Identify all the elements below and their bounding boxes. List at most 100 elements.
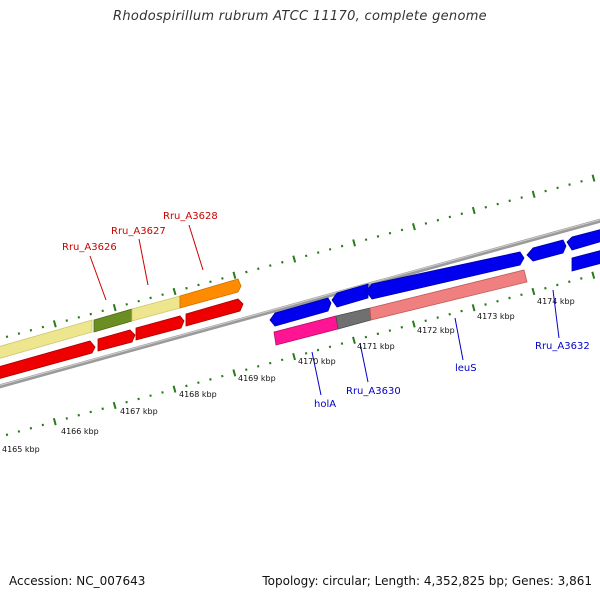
- inner-tick: [388, 329, 392, 332]
- outer-tick: [556, 186, 559, 190]
- outer-tick: [484, 205, 488, 209]
- outer-tick: [544, 189, 547, 193]
- outer-tick: [531, 190, 536, 198]
- outer-tick: [316, 251, 320, 254]
- gene-label-hola[interactable]: holA: [314, 399, 336, 410]
- outer-tick: [17, 332, 21, 335]
- outer-tick: [436, 218, 440, 222]
- inner-tick: [364, 335, 368, 339]
- scale-label: 4169 kbp: [238, 374, 276, 383]
- outer-tick: [496, 202, 499, 206]
- outer-tick: [257, 267, 260, 271]
- cds-red-1[interactable]: [0, 340, 96, 384]
- cds-blue-5[interactable]: [571, 248, 600, 272]
- inner-tick: [316, 348, 320, 352]
- inner-tick: [149, 394, 152, 397]
- inner-tick: [460, 309, 463, 313]
- feature-grey[interactable]: [335, 307, 372, 330]
- outer-tick: [29, 328, 33, 332]
- inner-tick: [280, 358, 284, 362]
- outer-tick: [112, 303, 117, 312]
- outer-tick: [376, 235, 380, 238]
- outer-tick: [328, 248, 332, 251]
- inner-tick: [556, 283, 559, 287]
- outer-tick: [185, 286, 188, 290]
- feature-khaki-1[interactable]: [0, 319, 93, 364]
- outer-tick: [209, 280, 212, 284]
- inner-tick: [41, 423, 45, 427]
- inner-tick: [17, 430, 21, 433]
- outer-tick: [41, 325, 45, 329]
- cds-blue-2[interactable]: [331, 283, 369, 308]
- inner-tick: [340, 342, 344, 345]
- scale-label: 4170 kbp: [298, 357, 336, 366]
- feature-olive[interactable]: [93, 308, 133, 333]
- feature-orange[interactable]: [179, 278, 242, 309]
- outer-tick: [89, 312, 92, 316]
- outer-tick: [232, 271, 237, 279]
- outer-tick: [520, 196, 523, 199]
- outer-tick: [269, 264, 272, 267]
- outer-tick: [65, 319, 69, 322]
- outer-tick: [172, 287, 177, 296]
- gene-label-rru-a3630[interactable]: Rru_A3630: [346, 386, 401, 397]
- scale-label: 4167 kbp: [120, 407, 158, 416]
- cds-red-2[interactable]: [97, 329, 136, 352]
- gene-label-leus[interactable]: leuS: [455, 363, 477, 374]
- outer-tick: [5, 335, 9, 339]
- outer-tick: [52, 320, 57, 328]
- inner-tick: [268, 361, 272, 365]
- outer-tick: [400, 228, 404, 232]
- inner-tick: [245, 368, 248, 371]
- backbone-line: [0, 218, 600, 389]
- outer-tick: [364, 238, 368, 241]
- outer-tick: [352, 239, 356, 247]
- gene-label-rru-a3626[interactable]: Rru_A3626: [62, 242, 117, 253]
- inner-tick: [328, 345, 332, 349]
- inner-tick: [256, 365, 260, 368]
- cds-blue-1[interactable]: [269, 297, 332, 327]
- inner-tick: [496, 299, 499, 303]
- inner-tick: [112, 401, 117, 410]
- feature-khaki-2[interactable]: [131, 295, 181, 322]
- gene-label-rru-a3627[interactable]: Rru_A3627: [111, 226, 166, 237]
- inner-tick: [161, 391, 164, 394]
- outer-tick: [197, 283, 200, 287]
- cds-red-3[interactable]: [135, 315, 185, 341]
- outer-tick: [304, 254, 308, 258]
- inner-tick: [89, 410, 92, 414]
- topology-summary: Topology: circular; Length: 4,352,825 bp…: [262, 574, 592, 588]
- inner-tick: [221, 374, 224, 378]
- scale-labels: 4165 kbp 4166 kbp 4167 kbp 4168 kbp 4169…: [2, 297, 575, 454]
- outer-tick: [149, 296, 152, 300]
- gene-label-rru-a3632[interactable]: Rru_A3632: [535, 341, 590, 352]
- cds-blue-3[interactable]: [526, 239, 567, 262]
- inner-tick: [197, 381, 200, 384]
- inner-tick: [65, 417, 69, 420]
- inner-tick: [232, 369, 237, 377]
- inner-tick: [580, 277, 583, 280]
- inner-tick: [352, 336, 356, 344]
- outer-tick: [161, 293, 164, 296]
- cds-red-4[interactable]: [185, 298, 244, 327]
- outer-tick: [508, 199, 511, 203]
- cds-blue-leuS[interactable]: [365, 251, 525, 300]
- cds-blue-4[interactable]: [566, 227, 600, 251]
- inner-tick: [568, 280, 571, 284]
- outer-tick-ring: [5, 174, 596, 339]
- inner-tick: [52, 418, 57, 426]
- inner-tick: [137, 397, 140, 401]
- feature-pink[interactable]: [369, 269, 528, 321]
- inner-tick: [29, 426, 33, 430]
- inner-tick: [591, 271, 596, 279]
- inner-tick: [471, 304, 476, 312]
- outer-tick: [568, 183, 571, 186]
- gene-label-leaders: [89, 224, 560, 396]
- outer-tick: [448, 215, 452, 219]
- outer-tick: [340, 244, 344, 248]
- outer-tick: [101, 309, 104, 313]
- gene-labels: Rru_A3626 Rru_A3627 Rru_A3628 holA Rru_A…: [62, 211, 590, 410]
- scale-label: 4165 kbp: [2, 445, 40, 454]
- gene-label-rru-a3628[interactable]: Rru_A3628: [163, 211, 218, 222]
